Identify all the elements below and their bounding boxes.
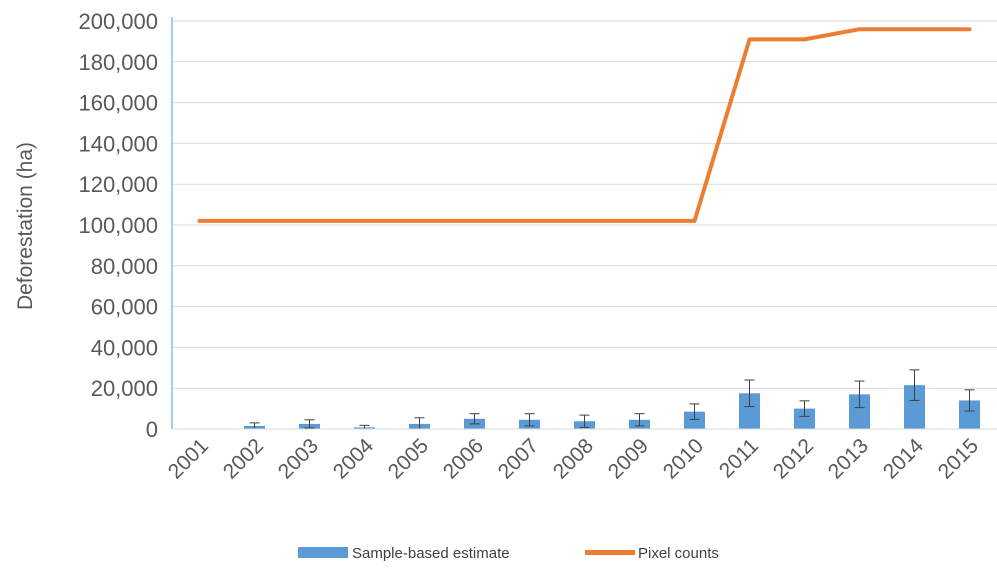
- y-axis-label: Deforestation (ha): [14, 142, 37, 310]
- legend: Sample-based estimate Pixel counts: [298, 545, 719, 562]
- bar: [849, 394, 870, 429]
- legend-swatch-bars: [298, 547, 348, 558]
- y-tick-label: 200,000: [78, 9, 158, 34]
- x-tick-label: 2006: [439, 434, 488, 483]
- x-tick-label: 2004: [329, 434, 379, 484]
- x-tick-label: 2011: [715, 434, 763, 482]
- bar: [739, 393, 760, 429]
- x-tick-label: 2001: [164, 434, 213, 483]
- x-tick-label: 2005: [384, 434, 433, 483]
- x-tick-label: 2003: [274, 434, 323, 483]
- bar: [684, 411, 705, 429]
- x-tick-label: 2002: [219, 434, 268, 483]
- legend-label-bars: Sample-based estimate: [352, 545, 510, 562]
- x-tick-label: 2007: [494, 434, 543, 483]
- x-axis-ticks: 2001 2002 2003 2004 2005 2006 2007 2008 2009 2010…: [164, 434, 983, 484]
- bar: [904, 385, 925, 429]
- bar-series: [244, 385, 980, 429]
- line-series: [197, 27, 972, 223]
- gridlines: [172, 20, 997, 389]
- y-axis-ticks: 0 20,000 40,000 60,000 80,000 100,000 120,000 1…: [78, 9, 158, 442]
- y-tick-label: 20,000: [91, 376, 158, 401]
- legend-label-line: Pixel counts: [638, 545, 719, 562]
- line-pixel-counts: [197, 27, 972, 223]
- y-tick-label: 120,000: [78, 172, 158, 197]
- y-tick-label: 40,000: [91, 335, 158, 360]
- legend-swatch-line: [585, 550, 635, 555]
- y-tick-label: 60,000: [91, 295, 158, 320]
- x-tick-label: 2010: [659, 434, 708, 483]
- y-tick-label: 140,000: [78, 131, 158, 156]
- y-tick-label: 100,000: [78, 213, 158, 238]
- axes: [171, 17, 997, 430]
- x-tick-label: 2015: [934, 434, 983, 483]
- y-tick-label: 0: [146, 417, 158, 442]
- x-tick-label: 2013: [824, 434, 873, 483]
- x-tick-label: 2014: [879, 434, 929, 484]
- x-tick-label: 2008: [549, 434, 598, 483]
- bar: [794, 408, 815, 429]
- y-tick-label: 160,000: [78, 91, 158, 116]
- y-tick-label: 180,000: [78, 50, 158, 75]
- error-bars: [249, 369, 975, 430]
- x-tick-label: 2012: [769, 434, 818, 483]
- y-tick-label: 80,000: [91, 254, 158, 279]
- x-tick-label: 2009: [604, 434, 653, 483]
- bar: [959, 400, 980, 429]
